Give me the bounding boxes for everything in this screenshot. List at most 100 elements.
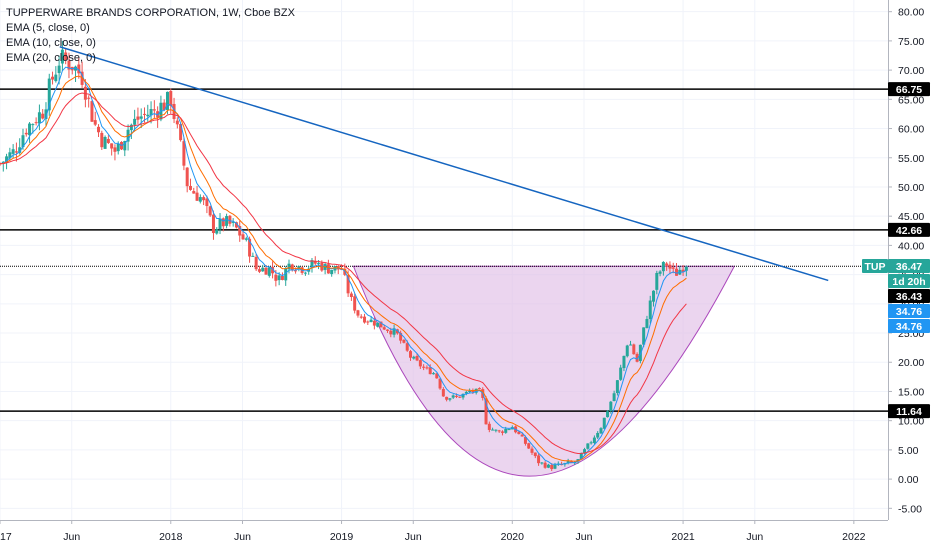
- candle-body: [363, 316, 367, 323]
- chart-grid: [0, 0, 888, 520]
- candle-body: [74, 66, 78, 71]
- candle-body: [257, 269, 261, 272]
- candle-body: [494, 429, 498, 431]
- x-tick-label: 2019: [330, 531, 354, 543]
- candle-body: [425, 367, 429, 369]
- ema-5-line: [0, 66, 687, 465]
- level-tag-11-64: 11.64: [896, 406, 922, 418]
- candle-body: [215, 229, 219, 234]
- candle-body: [642, 327, 646, 345]
- level-tag-66-75: 66.75: [896, 84, 922, 96]
- candle-body: [484, 398, 488, 425]
- candle-body: [34, 122, 38, 124]
- candle-body: [47, 78, 51, 111]
- candle-body: [248, 238, 252, 257]
- candle-body: [87, 97, 91, 99]
- candle-body: [93, 120, 97, 125]
- ema-20-line: [0, 92, 687, 455]
- candle-body: [28, 123, 32, 136]
- y-tick-label: 20.00: [898, 357, 924, 369]
- candle-body: [671, 267, 675, 269]
- candle-body: [579, 452, 583, 460]
- candle-body: [44, 109, 48, 119]
- candle-body: [599, 428, 603, 434]
- time-axis-bg: [0, 520, 888, 550]
- candle-body: [661, 261, 665, 272]
- candle-body: [422, 366, 426, 368]
- ticker-tag-bg: [862, 259, 888, 274]
- y-tick-label: 0.00: [898, 474, 919, 486]
- candle-body: [271, 266, 275, 274]
- candle-body: [294, 270, 298, 272]
- candle-body: [606, 411, 610, 418]
- candle-body: [317, 262, 321, 264]
- candle-body: [123, 141, 127, 151]
- x-tick-label: Jun: [234, 531, 251, 543]
- candle-body: [550, 464, 554, 470]
- candle-body: [264, 267, 268, 275]
- y-tick-label: 60.00: [898, 124, 924, 136]
- candle-body: [198, 197, 202, 202]
- candle-body: [474, 388, 478, 393]
- candle-body: [113, 147, 117, 152]
- candle-body: [139, 116, 143, 119]
- candle-body: [205, 198, 209, 207]
- resistance-trendline: [59, 46, 829, 282]
- countdown-tag: 1d 20h: [892, 276, 925, 288]
- candle-body: [218, 218, 222, 230]
- candle-body: [169, 91, 173, 107]
- trendline: [59, 46, 829, 282]
- candle-body: [208, 206, 212, 216]
- candle-body: [313, 260, 317, 264]
- candle-body: [684, 266, 688, 271]
- candle-body: [133, 118, 137, 125]
- candle-body: [165, 91, 169, 111]
- candle-body: [149, 109, 153, 116]
- candle-body: [435, 373, 439, 379]
- candle-body: [491, 429, 495, 431]
- ema-tag-2-bg: [888, 319, 930, 334]
- candle-body: [64, 52, 68, 61]
- ema-tag-1-bg: [888, 304, 930, 319]
- candle-body: [77, 64, 81, 74]
- candle-body: [142, 113, 146, 115]
- candle-body: [5, 156, 9, 163]
- candle-body: [11, 149, 15, 154]
- candle-body: [234, 222, 238, 228]
- candle-body: [415, 355, 419, 361]
- candle-body: [454, 395, 458, 397]
- candle-body: [540, 462, 544, 464]
- y-tick-label: -5.00: [898, 503, 922, 515]
- candle-body: [546, 464, 550, 468]
- candle-body: [231, 221, 235, 223]
- level-tag-36-43: 36.43: [896, 291, 922, 303]
- candle-body: [179, 124, 183, 141]
- candle-body: [225, 216, 229, 226]
- candle-body: [635, 353, 639, 362]
- level-tag-11-64-bg: [888, 404, 930, 419]
- ema-5-label: EMA (5, close, 0): [6, 22, 90, 34]
- y-tick-label: 5.00: [898, 445, 919, 457]
- candle-body: [221, 218, 225, 227]
- level-tag-36-43-bg: [888, 289, 930, 304]
- candle-body: [625, 345, 629, 357]
- candle-body: [106, 138, 110, 143]
- candle-body: [675, 268, 679, 276]
- candle-body: [310, 260, 314, 269]
- candle-body: [428, 367, 432, 375]
- candle-body: [290, 264, 294, 270]
- x-tick-label: Jun: [576, 531, 593, 543]
- candle-body: [369, 319, 373, 322]
- candle-body: [622, 355, 626, 369]
- candle-body: [267, 267, 271, 276]
- horizontal-levels: [0, 88, 888, 412]
- candle-body: [188, 185, 192, 190]
- y-tick-label: 40.00: [898, 240, 924, 252]
- candle-body: [583, 449, 587, 454]
- candle-body: [648, 300, 652, 320]
- candle-body: [566, 461, 570, 464]
- candle-body: [652, 290, 656, 302]
- y-tick-label: 75.00: [898, 36, 924, 48]
- candle-body: [14, 151, 18, 153]
